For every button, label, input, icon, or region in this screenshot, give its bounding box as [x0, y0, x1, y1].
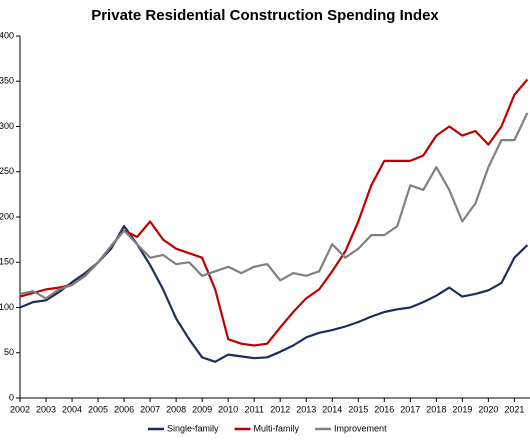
x-tick-label: 2017 — [400, 404, 420, 414]
x-tick-label: 2020 — [478, 404, 498, 414]
x-tick-label: 2008 — [166, 404, 186, 414]
legend-label: Multi-family — [254, 423, 300, 433]
x-tick-label: 2005 — [88, 404, 108, 414]
x-tick-label: 2009 — [192, 404, 212, 414]
y-tick-label: 100 — [0, 302, 14, 312]
series-line — [19, 112, 529, 300]
x-tick-label: 2013 — [296, 404, 316, 414]
y-tick-label: 0 — [9, 392, 14, 402]
x-tick-label: 2004 — [62, 404, 82, 414]
x-tick-label: 2021 — [504, 404, 524, 414]
chart-title: Private Residential Construction Spendin… — [91, 7, 439, 24]
x-tick-label: 2016 — [374, 404, 394, 414]
y-tick-label: 350 — [0, 76, 14, 86]
x-tick-label: 2010 — [218, 404, 238, 414]
x-tick-label: 2002 — [10, 404, 30, 414]
x-tick-label: 2003 — [36, 404, 56, 414]
x-tick-label: 2011 — [245, 404, 264, 414]
x-tick-label: 2018 — [426, 404, 446, 414]
series-line — [19, 78, 529, 347]
x-tick-label: 2019 — [452, 404, 472, 414]
y-tick-label: 150 — [0, 257, 14, 267]
series-line — [19, 225, 529, 363]
y-tick-label: 200 — [0, 211, 14, 221]
x-tick-label: 2006 — [114, 404, 134, 414]
y-tick-label: 50 — [4, 347, 14, 357]
y-tick-label: 400 — [0, 30, 14, 40]
x-tick-label: 2015 — [348, 404, 368, 414]
x-tick-label: 2007 — [140, 404, 160, 414]
y-tick-label: 250 — [0, 166, 14, 176]
x-tick-label: 2012 — [270, 404, 290, 414]
legend-label: Improvement — [334, 423, 387, 433]
x-tick-label: 2014 — [322, 404, 342, 414]
legend-label: Single-family — [167, 423, 219, 433]
y-tick-label: 300 — [0, 121, 14, 131]
